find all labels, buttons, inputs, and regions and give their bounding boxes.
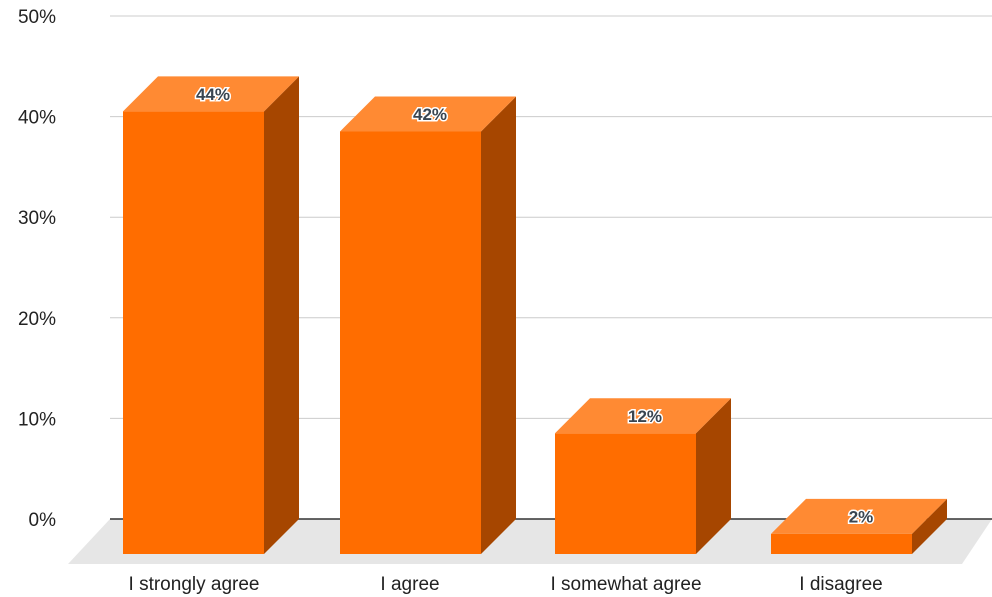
y-tick-label: 30% [18, 208, 56, 229]
bar-side-face [264, 76, 299, 555]
gridlines [110, 15, 992, 419]
y-tick-label: 10% [18, 409, 56, 430]
bar-2 [340, 96, 516, 555]
bar-4 [771, 498, 947, 554]
y-tick-label: 50% [18, 7, 56, 28]
bar-side-face [696, 398, 731, 554]
bar-side-face [481, 96, 516, 554]
y-axis-tick-labels: 0% 10% 20% 30% 40% 50% [18, 7, 56, 531]
bar-side-face [912, 498, 947, 554]
bar-3 [555, 398, 731, 554]
bar-1 [123, 76, 299, 555]
data-label: 12% [628, 407, 662, 426]
bars [123, 76, 947, 555]
x-category-label: I strongly agree [129, 574, 260, 595]
bar-front-face [555, 433, 696, 554]
y-tick-label: 40% [18, 108, 56, 129]
bar-top-face [123, 76, 299, 112]
data-label: 42% [413, 105, 447, 124]
x-category-label: I agree [380, 574, 439, 595]
x-axis-category-labels: I strongly agree I agree I somewhat agree I… [129, 574, 883, 595]
data-label: 44% [196, 85, 230, 104]
y-tick-label: 0% [29, 510, 57, 531]
bar-top-face [555, 398, 731, 434]
x-category-label: I somewhat agree [550, 574, 701, 595]
bar-front-face [340, 131, 481, 555]
data-labels: 44% 42% 12% 2% [194, 83, 874, 528]
bar-top-face [340, 96, 516, 132]
y-tick-label: 20% [18, 309, 56, 330]
data-label: 2% [849, 507, 874, 526]
bar-front-face [123, 111, 264, 555]
bar-front-face [771, 533, 912, 554]
bar-top-face [771, 498, 947, 534]
x-category-label: I disagree [799, 574, 882, 595]
chart-floor [68, 519, 992, 564]
